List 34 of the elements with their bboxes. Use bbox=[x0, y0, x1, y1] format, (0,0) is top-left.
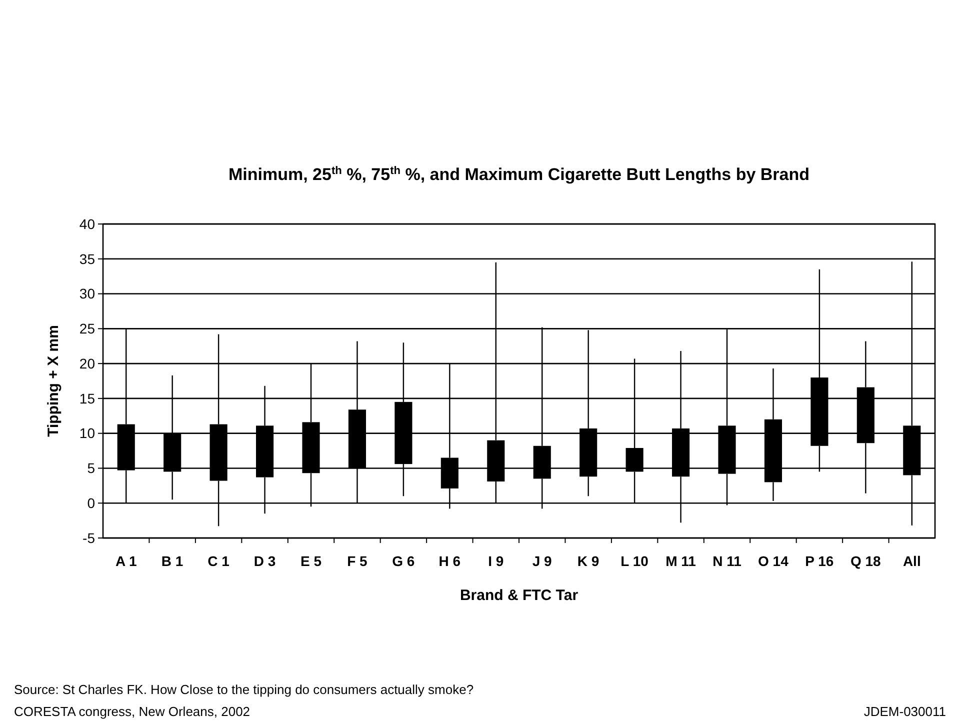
y-tick-label: 5 bbox=[87, 460, 96, 476]
chart-title: Minimum, 25$^{th}$ %, 75$^{th}$ %, and Maximum Cigarette Butt Lengths by Brand bbox=[228, 165, 810, 184]
x-tick-label: C 1 bbox=[208, 553, 230, 569]
y-tick-label: 10 bbox=[79, 425, 96, 442]
y-tick-label: 30 bbox=[79, 286, 96, 302]
text: CORESTA congress, New Orleans, 2002 bbox=[14, 704, 250, 719]
x-tick-label: N 11 bbox=[712, 553, 742, 569]
x-tick-label: J 9 bbox=[532, 553, 552, 569]
y-tick-label: -5 bbox=[82, 530, 96, 546]
x-tick-label: A 1 bbox=[115, 553, 137, 569]
y-tick-label: 20 bbox=[79, 355, 96, 372]
x-tick-label: F 5 bbox=[347, 553, 368, 569]
x-tick-label: G 6 bbox=[392, 553, 415, 569]
y-tick-label: 35 bbox=[79, 250, 96, 267]
x-tick-label: All bbox=[902, 553, 921, 569]
y-tick-label: 25 bbox=[79, 320, 96, 337]
x-axis-title: Brand & FTC Tar bbox=[460, 587, 578, 604]
y-tick-label: 15 bbox=[79, 390, 96, 406]
x-tick-label: H 6 bbox=[438, 553, 461, 569]
y-axis-title: Tipping + X mm bbox=[45, 325, 62, 437]
x-tick-label: O 14 bbox=[758, 553, 789, 569]
x-tick-label: M 11 bbox=[666, 553, 696, 569]
x-tick-label: D 3 bbox=[254, 553, 276, 569]
x-tick-label: I 9 bbox=[488, 553, 504, 569]
x-tick-label: L 10 bbox=[620, 553, 649, 569]
x-tick-label: E 5 bbox=[300, 553, 322, 569]
y-tick-label: 40 bbox=[79, 216, 96, 232]
x-tick-label: B 1 bbox=[161, 553, 184, 569]
x-tick-label: P 16 bbox=[805, 553, 834, 569]
source-note: Source: St Charles FK. How Close to the tipping do consumers actually smoke? bbox=[14, 682, 474, 697]
y-tick-label: 0 bbox=[87, 495, 96, 512]
x-tick-label: Q 18 bbox=[850, 553, 882, 569]
text: JDEM-030011 bbox=[864, 704, 946, 719]
x-tick-label: K 9 bbox=[577, 553, 600, 569]
